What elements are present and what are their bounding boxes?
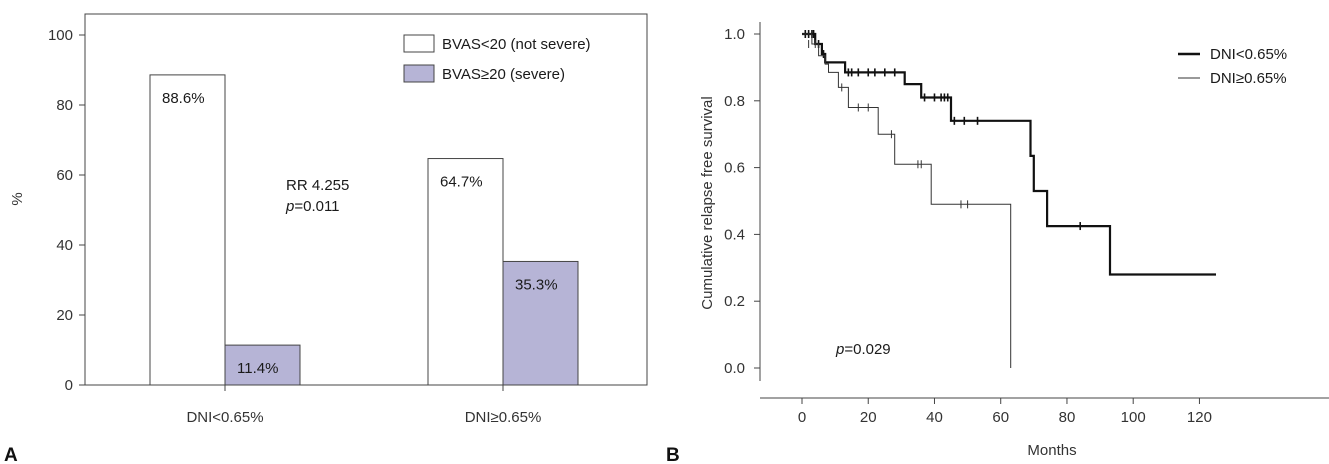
x-tick-label: 0: [798, 409, 806, 426]
panel-a-x-axis: DNI<0.65% DNI≥0.65%: [186, 385, 541, 426]
y-tick-label: 0.8: [724, 93, 745, 110]
x-tick-label: 40: [926, 409, 943, 426]
survival-curve-dni-low: [802, 32, 1216, 276]
bar-not-severe: [427, 158, 504, 386]
legend-label-dni-low: DNI<0.65%: [1210, 46, 1287, 63]
p-value-annotation: p=0.011: [285, 198, 340, 215]
y-tick-label: 80: [56, 97, 73, 114]
y-tick-label: 60: [56, 167, 73, 184]
panel-b-x-axis: 0 20 40 60 80 100 120: [798, 398, 1212, 426]
survival-curve-dni-high: [802, 33, 1012, 368]
x-tick-label: 60: [992, 409, 1009, 426]
legend-swatch-severe: [403, 64, 435, 83]
bar-value-label: 35.3%: [515, 276, 558, 293]
y-tick-label: 0.4: [724, 226, 745, 243]
bar-not-severe: [149, 74, 226, 386]
y-tick-label: 40: [56, 237, 73, 254]
bar-value-label: 88.6%: [162, 90, 205, 107]
bar-value-label: 64.7%: [440, 174, 483, 191]
panel-b-p-value: p=0.029: [835, 341, 891, 358]
panel-b-curves: [802, 30, 1216, 368]
panel-a-y-axis-label: %: [9, 192, 26, 205]
panel-b-letter: B: [666, 445, 680, 464]
bar-severe: [502, 260, 579, 386]
bar-value-label: 11.4%: [237, 360, 278, 377]
x-tick-label: 120: [1187, 409, 1212, 426]
panel-a-legend: BVAS<20 (not severe) BVAS≥20 (severe): [403, 34, 591, 83]
panel-a-bar-chart: 0 20 40 60 80 100 88.6% 64.7% 11.4% 35.3% DNI<0.…: [4, 13, 648, 464]
rr-annotation: RR 4.255: [286, 177, 349, 194]
panel-a-bars: 88.6% 64.7% 11.4% 35.3%: [149, 74, 579, 386]
y-tick-label: 1.0: [724, 26, 745, 43]
panel-a-y-axis: 0 20 40 60 80 100: [48, 27, 85, 394]
panel-a-annotation: RR 4.255 p=0.011: [285, 177, 349, 215]
panel-b-legend: DNI<0.65% DNI≥0.65%: [1178, 46, 1287, 87]
y-tick-label: 0.0: [724, 360, 745, 377]
y-tick-label: 0.6: [724, 160, 745, 177]
panel-a-frame: [84, 13, 648, 386]
legend-label-not-severe: BVAS<20 (not severe): [442, 36, 591, 53]
panel-b-survival-chart: 0.0 0.2 0.4 0.6 0.8 1.0 0 20 40 60 80 100 120 Cumul…: [666, 22, 1329, 464]
legend-label-dni-high: DNI≥0.65%: [1210, 70, 1287, 87]
legend-label-severe: BVAS≥20 (severe): [442, 66, 565, 83]
panel-b-y-axis: 0.0 0.2 0.4 0.6 0.8 1.0: [724, 26, 760, 377]
panel-a-letter: A: [4, 445, 18, 464]
y-tick-label: 0: [65, 377, 73, 394]
panel-b-y-axis-label: Cumulative relapse free survival: [699, 96, 716, 309]
bar-severe: [224, 344, 301, 386]
x-tick-label: 20: [860, 409, 877, 426]
x-tick-label: DNI<0.65%: [186, 409, 263, 426]
legend-swatch-not-severe: [403, 34, 435, 53]
y-tick-label: 0.2: [724, 293, 745, 310]
y-tick-label: 100: [48, 27, 73, 44]
x-tick-label: 100: [1121, 409, 1146, 426]
x-tick-label: 80: [1059, 409, 1076, 426]
panel-b-x-axis-label: Months: [1027, 442, 1076, 459]
x-tick-label: DNI≥0.65%: [465, 409, 542, 426]
y-tick-label: 20: [56, 307, 73, 324]
